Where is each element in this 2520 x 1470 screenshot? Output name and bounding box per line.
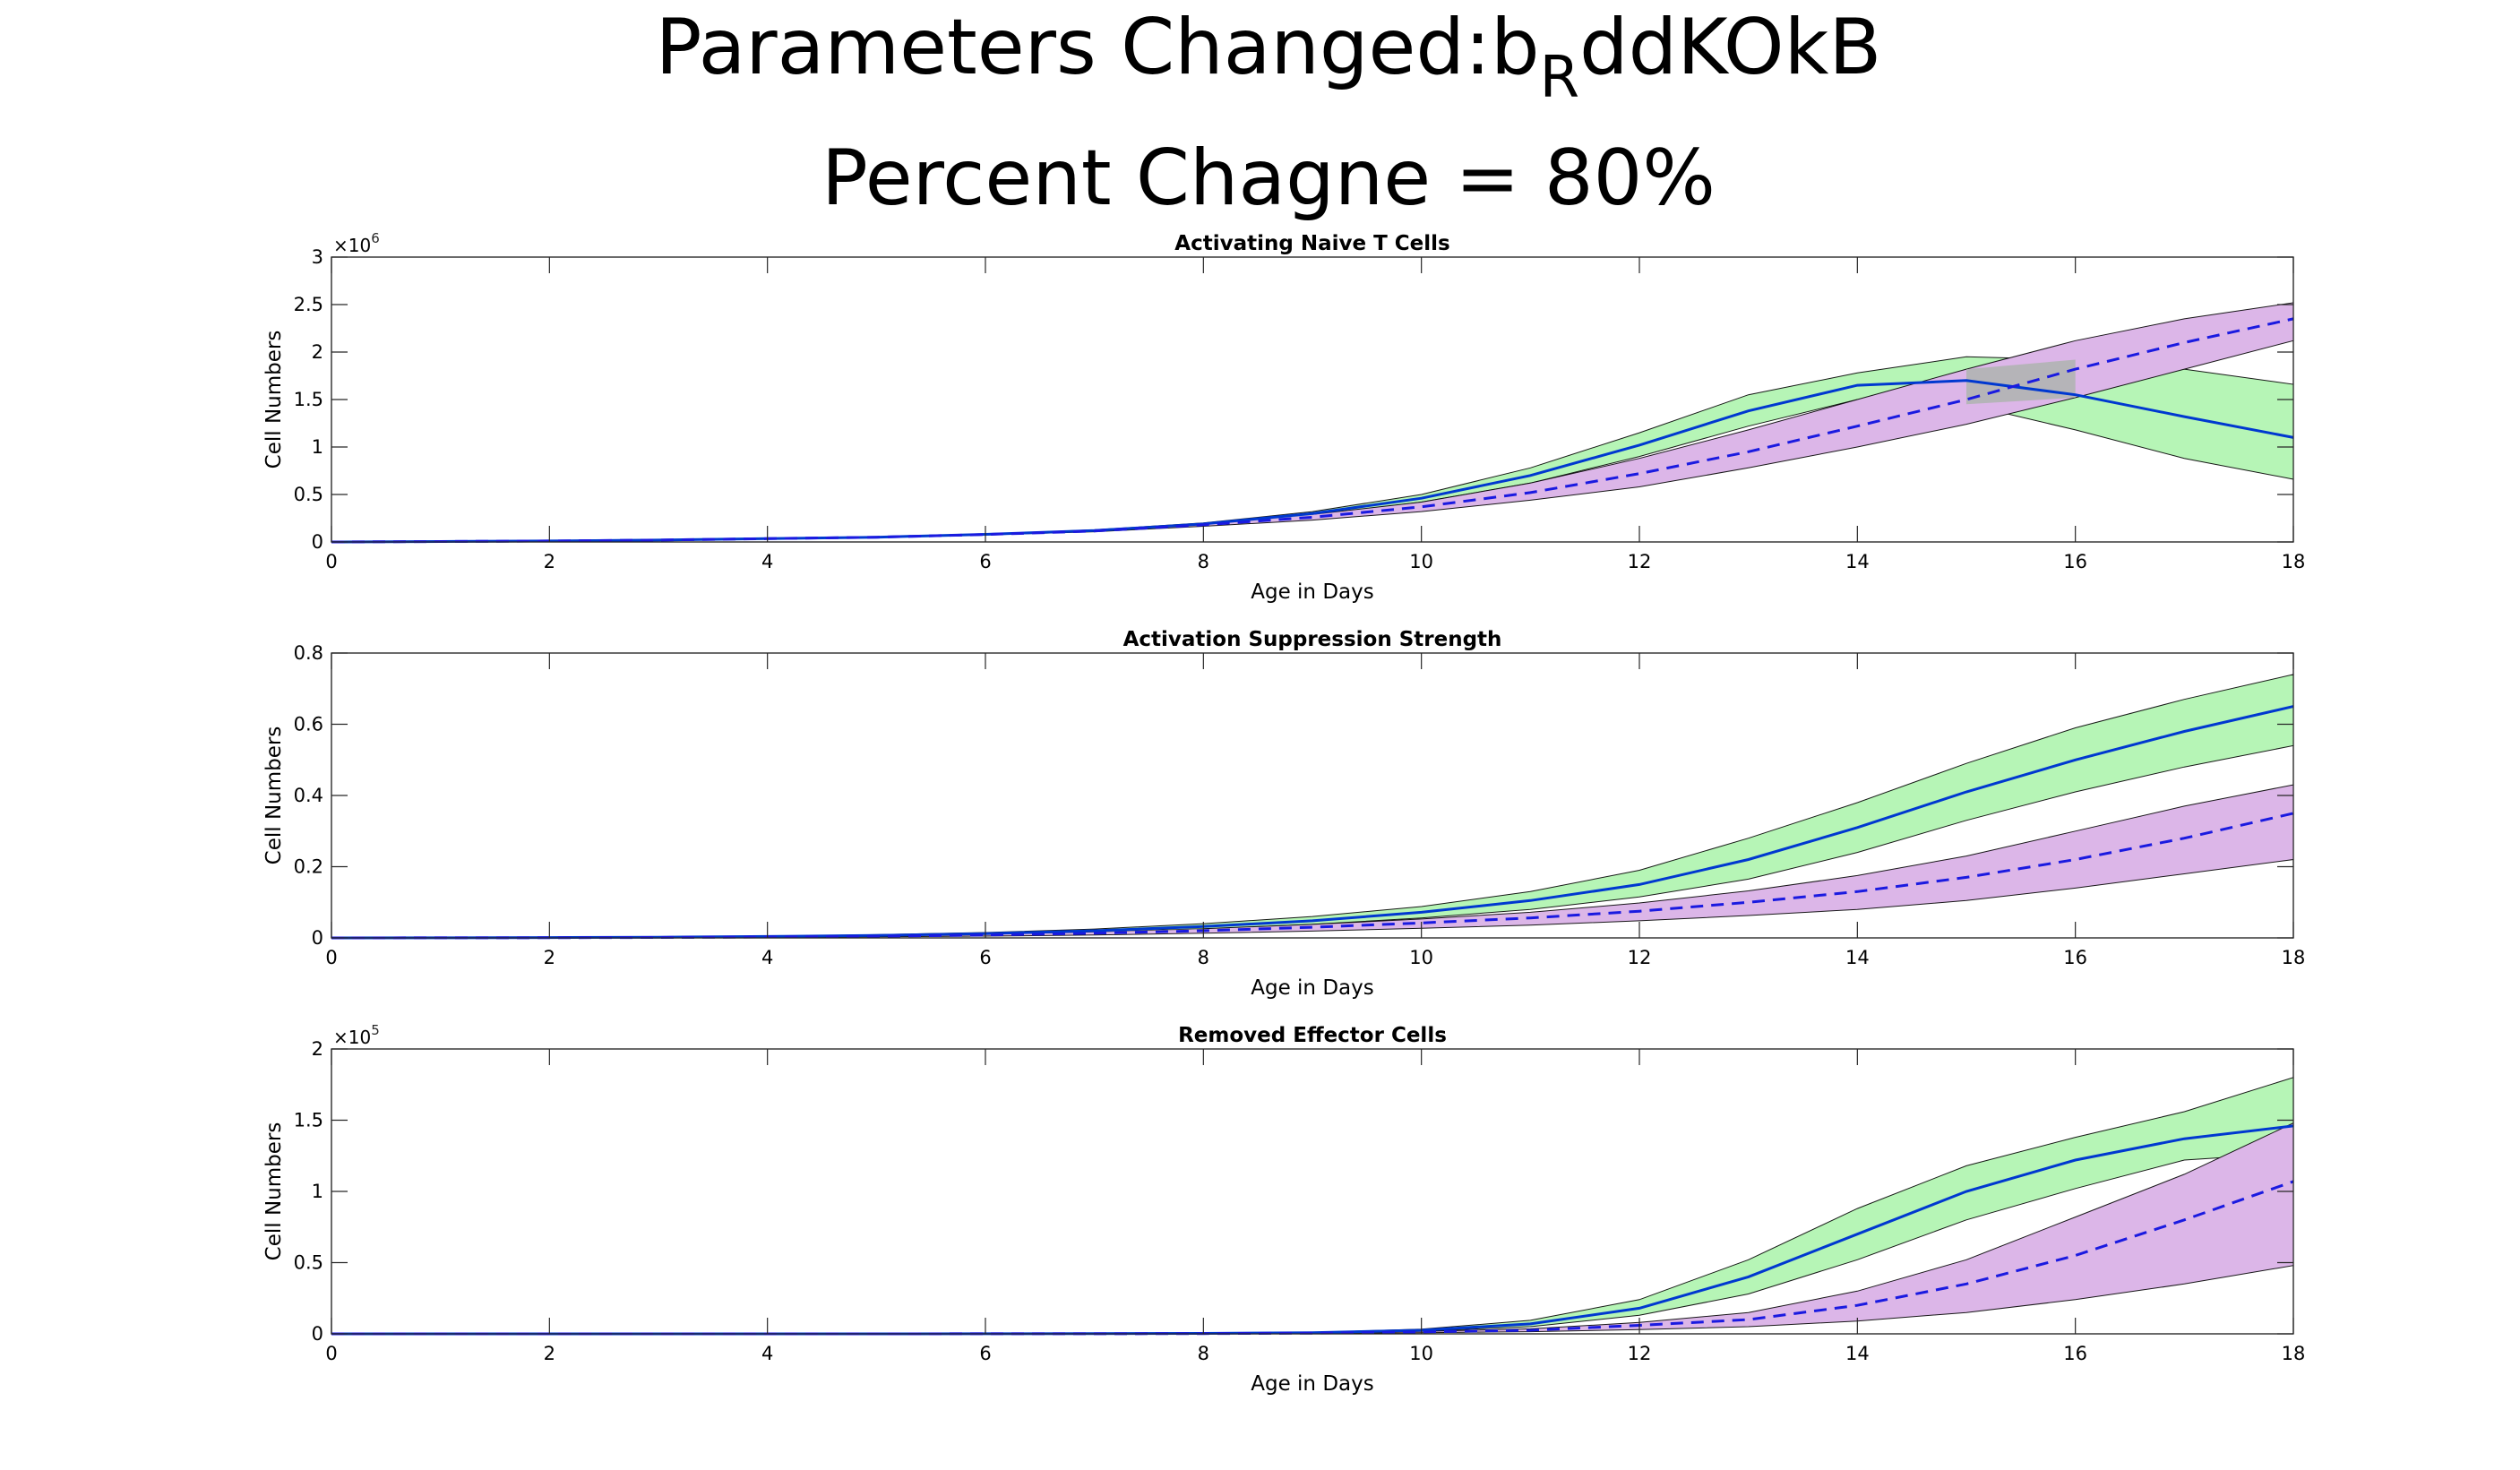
y-tick-label: 2: [312, 1038, 323, 1060]
y-axis-label: Cell Numbers: [262, 1122, 286, 1261]
x-tick-label: 4: [761, 1343, 773, 1364]
y-exponent-label: ×106: [333, 230, 380, 256]
y-tick-label: 0: [312, 1323, 323, 1345]
subplot-3: 0 2 4 6 8 10 12 14 16 18 0 0.5 1 1.5 2 ×105 Removed Effe…: [262, 1022, 2305, 1396]
x-axis-label: Age in Days: [1251, 1372, 1373, 1396]
x-tick-label: 10: [1409, 947, 1433, 968]
x-tick-label: 4: [761, 947, 773, 968]
figure-title-suffix: ddKOkB: [1579, 3, 1881, 92]
subplot-1: 0 2 4 6 8 10 12 14 16 18 0 0.5 1 1.5 2 2.5 3 ×106 Activati…: [262, 230, 2305, 604]
y-exponent-label: ×105: [333, 1022, 380, 1048]
x-tick-label: 2: [544, 551, 555, 572]
y-axis-label: Cell Numbers: [262, 331, 286, 469]
x-tick-label: 6: [979, 947, 991, 968]
x-tick-label: 6: [979, 551, 991, 572]
x-tick-label: 14: [1845, 947, 1870, 968]
y-axis-label: Cell Numbers: [262, 726, 286, 865]
changed-mean-line: [331, 1180, 2294, 1336]
figure-title: Parameters Changed:bRddKOkB: [656, 3, 1882, 111]
y-tick-label: 0.6: [294, 714, 323, 735]
x-tick-label: 16: [2063, 1343, 2087, 1364]
x-tick-label: 16: [2063, 947, 2087, 968]
x-tick-label: 12: [1628, 1343, 1652, 1364]
x-tick-label: 12: [1628, 551, 1652, 572]
y-tick-label: 0.4: [294, 785, 323, 806]
x-tick-label: 0: [325, 551, 337, 572]
subplot-title: Activation Suppression Strength: [1123, 628, 1502, 651]
y-tick-label: 0.5: [294, 484, 323, 505]
y-tick-label: 0: [312, 531, 323, 553]
x-tick-label: 4: [761, 551, 773, 572]
x-tick-label: 18: [2282, 1343, 2306, 1364]
x-tick-label: 16: [2063, 551, 2087, 572]
x-tick-label: 18: [2282, 551, 2306, 572]
figure-title-subscript: R: [1540, 45, 1579, 111]
x-axis-label: Age in Days: [1251, 580, 1373, 604]
y-tick-label: 1.5: [294, 389, 323, 410]
y-tick-label: 1: [312, 436, 323, 458]
subplot-2: 0 2 4 6 8 10 12 14 16 18 0 0.2 0.4 0.6 0.8 Activation S…: [262, 628, 2305, 1000]
figure-title-prefix: Parameters Changed:b: [656, 3, 1540, 92]
y-tick-label: 2.5: [294, 294, 323, 315]
y-tick-label: 0.5: [294, 1252, 323, 1274]
y-tick-label: 0.2: [294, 856, 323, 878]
x-tick-label: 0: [325, 1343, 337, 1364]
x-tick-label: 6: [979, 1343, 991, 1364]
x-tick-label: 10: [1409, 551, 1433, 572]
baseline-mean-line: [331, 705, 2294, 940]
x-tick-label: 2: [544, 947, 555, 968]
x-tick-label: 14: [1845, 1343, 1870, 1364]
y-tick-label: 1.5: [294, 1110, 323, 1131]
figure-subtitle: Percent Chagne = 80%: [821, 133, 1716, 223]
x-tick-label: 2: [544, 1343, 555, 1364]
x-tick-label: 14: [1845, 551, 1870, 572]
y-tick-label: 1: [312, 1181, 323, 1202]
x-tick-label: 10: [1409, 1343, 1433, 1364]
changed-mean-line: [331, 812, 2294, 940]
y-tick-label: 0: [312, 927, 323, 949]
x-tick-label: 8: [1198, 1343, 1209, 1364]
x-tick-label: 8: [1198, 947, 1209, 968]
y-tick-label: 2: [312, 341, 323, 363]
baseline-mean-line: [331, 379, 2294, 544]
x-tick-label: 12: [1628, 947, 1652, 968]
x-axis-label: Age in Days: [1251, 976, 1373, 1000]
subplot-title: Activating Naive T Cells: [1174, 232, 1449, 255]
x-tick-label: 18: [2282, 947, 2306, 968]
subplot-title: Removed Effector Cells: [1178, 1024, 1447, 1047]
y-tick-label: 3: [312, 246, 323, 268]
y-tick-label: 0.8: [294, 642, 323, 664]
x-tick-label: 0: [325, 947, 337, 968]
x-tick-label: 8: [1198, 551, 1209, 572]
